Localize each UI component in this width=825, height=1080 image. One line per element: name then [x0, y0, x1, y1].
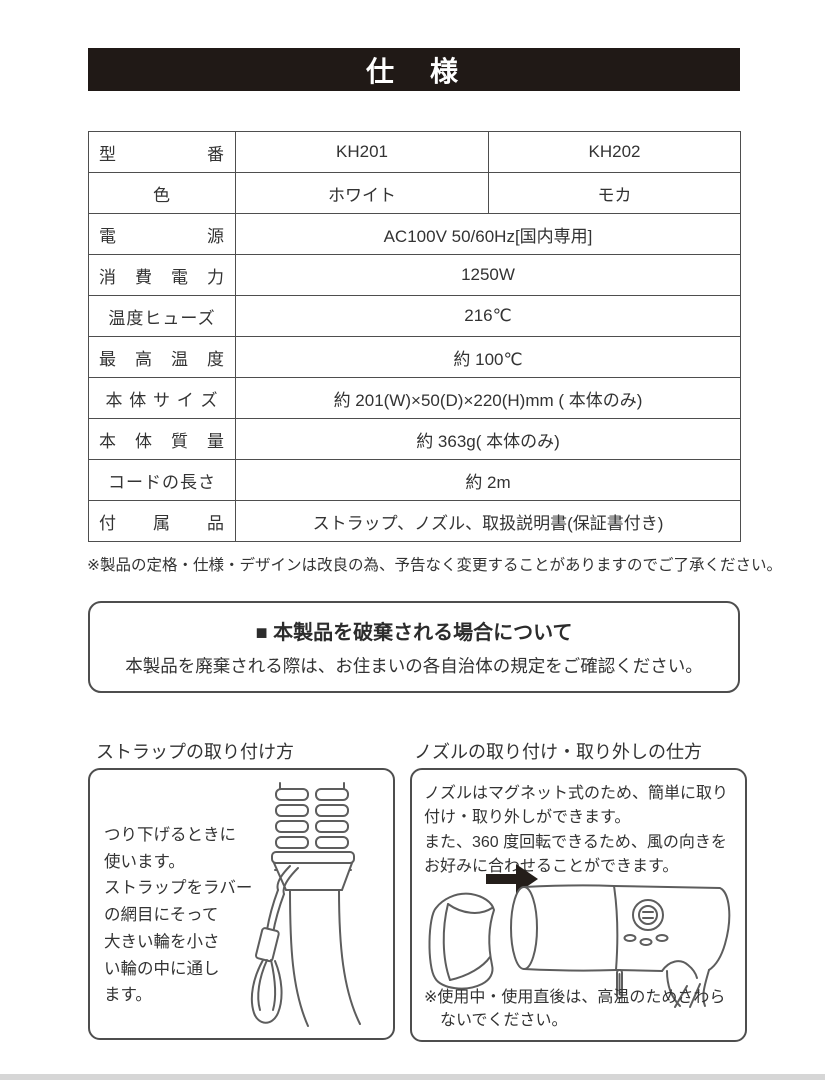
nozzle-section-title: ノズルの取り付け・取り外しの仕方: [414, 742, 702, 762]
spec-value-cell: 約 363g( 本体のみ): [235, 418, 741, 460]
spec-value-cell: AC100V 50/60Hz[国内専用]: [235, 213, 741, 255]
table-row: 温度ヒューズ 216℃: [88, 295, 741, 337]
disposal-box: ■ 本製品を破棄される場合について 本製品を廃棄される際は、お住まいの各自治体の…: [88, 601, 740, 693]
spec-value-cell: 216℃: [235, 295, 741, 337]
spec-value-cell: ストラップ、ノズル、取扱説明書(保証書付き): [235, 500, 741, 542]
spec-value-cell: モカ: [488, 172, 741, 214]
spec-label-cell: 最 高 温 度: [88, 336, 236, 378]
disposal-title: ■ 本製品を破棄される場合について: [255, 622, 573, 644]
spec-table: 型 番 KH201 KH202 色 ホワイト モカ 電 源 AC100V 50/…: [88, 131, 741, 542]
spec-footnote: ※製品の定格・仕様・デザインは改良の為、予告なく変更することがありますのでご了承…: [87, 557, 782, 574]
spec-value-cell: 約 2m: [235, 459, 741, 501]
nozzle-heat-warning: ※使用中・使用直後は、高温のためさわら ないでください。: [424, 988, 726, 1029]
spec-value-cell: 1250W: [235, 254, 741, 296]
table-row: 消 費 電 力 1250W: [88, 254, 741, 296]
spec-label-cell: 消 費 電 力: [88, 254, 236, 296]
strap-instructions: つり下げるときに 使います。 ストラップをラバー の網目にそって 大きい輪を小さ…: [104, 826, 253, 1005]
spec-label-cell: コードの長さ: [88, 459, 236, 501]
table-row: 本 体 質 量 約 363g( 本体のみ): [88, 418, 741, 460]
table-row: 型 番 KH201 KH202: [88, 131, 741, 173]
spec-label-cell: 電 源: [88, 213, 236, 255]
table-row: 本 体 サ イ ズ 約 201(W)×50(D)×220(H)mm ( 本体のみ…: [88, 377, 741, 419]
arrow-right-icon: [486, 864, 538, 894]
spec-label-cell: 本 体 サ イ ズ: [88, 377, 236, 419]
spec-label-cell: 色: [88, 172, 236, 214]
strap-box: つり下げるときに 使います。 ストラップをラバー の網目にそって 大きい輪を小さ…: [88, 768, 395, 1040]
spec-label-cell: 温度ヒューズ: [88, 295, 236, 337]
strap-section-title: ストラップの取り付け方: [96, 742, 294, 762]
table-row: 電 源 AC100V 50/60Hz[国内専用]: [88, 213, 741, 255]
strap-illustration: [250, 782, 361, 1027]
table-row: 色 ホワイト モカ: [88, 172, 741, 214]
table-row: コードの長さ 約 2m: [88, 459, 741, 501]
spec-value-cell: 約 201(W)×50(D)×220(H)mm ( 本体のみ): [235, 377, 741, 419]
spec-value-cell: KH201: [235, 131, 489, 173]
spec-label-cell: 型 番: [88, 131, 236, 173]
page-bottom-edge: [0, 1074, 825, 1080]
disposal-body: 本製品を廃棄される際は、お住まいの各自治体の規定をご確認ください。: [125, 656, 703, 676]
spec-label-cell: 付 属 品: [88, 500, 236, 542]
table-row: 最 高 温 度 約 100℃: [88, 336, 741, 378]
spec-label-cell: 本 体 質 量: [88, 418, 236, 460]
table-row: 付 属 品 ストラップ、ノズル、取扱説明書(保証書付き): [88, 500, 741, 542]
nozzle-box: ノズルはマグネット式のため、簡単に取り 付け・取り外しができます。 また、360…: [410, 768, 747, 1042]
page-title: 仕 様: [88, 48, 740, 91]
spec-value-cell: ホワイト: [235, 172, 489, 214]
nozzle-dryer-illustration: [428, 864, 731, 1008]
spec-value-cell: KH202: [488, 131, 741, 173]
spec-value-cell: 約 100℃: [235, 336, 741, 378]
nozzle-instructions: ノズルはマグネット式のため、簡単に取り 付け・取り外しができます。 また、360…: [424, 785, 729, 875]
page-title-text: 仕 様: [365, 55, 462, 87]
